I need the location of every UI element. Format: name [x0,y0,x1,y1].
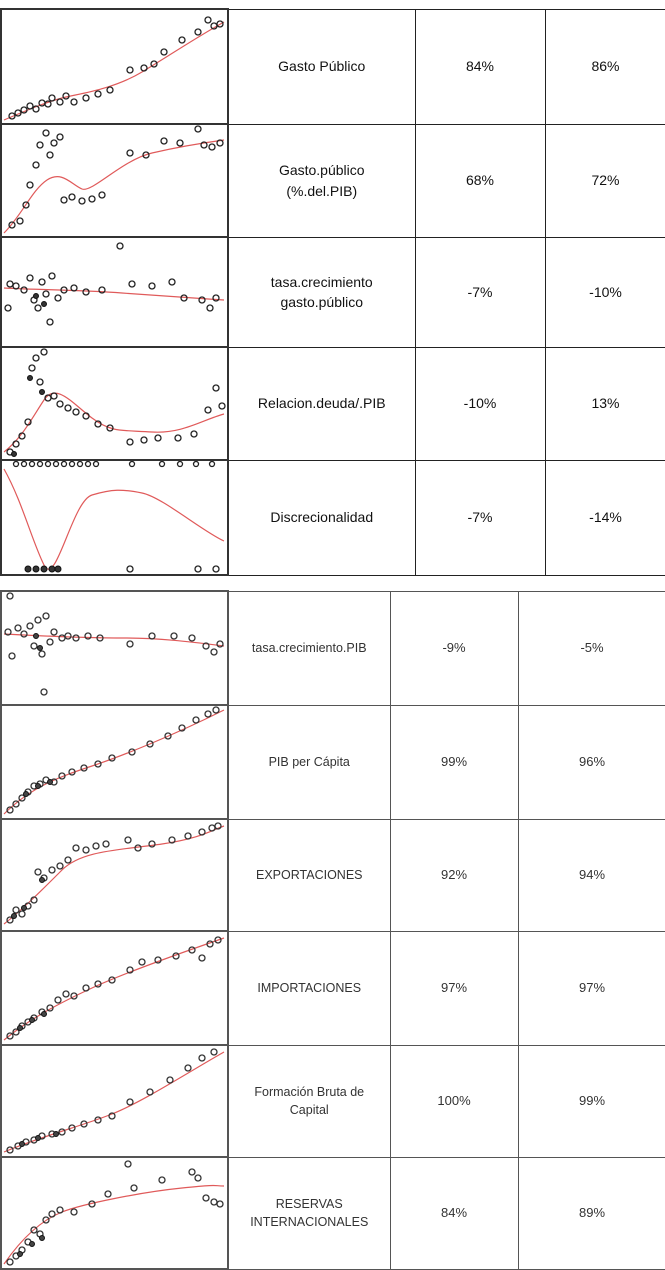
correlation-table-bottom: tasa.crecimiento.PIB -9% -5% PIB per Cáp… [0,590,665,1270]
table-row: Gasto.público (%.del.PIB) 68% 72% [0,123,665,238]
correlation-value-1: -10% [414,346,546,461]
scatter-plot-discrecionalidad [0,459,229,576]
scatter-plot-reservas [0,1156,229,1270]
table-row: RESERVAS INTERNACIONALES 84% 89% [0,1156,665,1270]
correlation-value-1: -9% [389,590,519,706]
correlation-value-2: 96% [517,704,665,820]
table-row: Relacion.deuda/.PIB -10% 13% [0,346,665,461]
variable-label: EXPORTACIONES [227,818,391,932]
scatter-plot-importaciones [0,930,229,1046]
scatter-plot-pib-per-capita [0,704,229,820]
correlation-value-2: 13% [544,346,665,461]
correlation-value-2: -10% [544,236,665,348]
correlation-value-1: -7% [414,236,546,348]
correlation-value-2: 97% [517,930,665,1046]
variable-label: Gasto Público [227,8,416,125]
correlation-value-1: -7% [414,459,546,576]
scatter-plot-gasto-pib [0,123,229,238]
variable-label: Relacion.deuda/.PIB [227,346,416,461]
correlation-value-2: -14% [544,459,665,576]
correlation-value-1: 100% [389,1044,519,1158]
table-row: Formación Bruta de Capital 100% 99% [0,1044,665,1158]
table-row: tasa.crecimiento.PIB -9% -5% [0,590,665,706]
table-row: tasa.crecimiento gasto.público -7% -10% [0,236,665,348]
correlation-value-1: 68% [414,123,546,238]
variable-label: tasa.crecimiento gasto.público [227,236,416,348]
correlation-value-2: 86% [544,8,665,125]
variable-label: IMPORTACIONES [227,930,391,1046]
correlation-value-2: 99% [517,1044,665,1158]
correlation-value-1: 84% [389,1156,519,1270]
correlation-value-1: 84% [414,8,546,125]
variable-label: tasa.crecimiento.PIB [227,590,391,706]
variable-label: RESERVAS INTERNACIONALES [227,1156,391,1270]
correlation-value-1: 92% [389,818,519,932]
table-row: PIB per Cápita 99% 96% [0,704,665,820]
variable-label: PIB per Cápita [227,704,391,820]
variable-label: Formación Bruta de Capital [227,1044,391,1158]
scatter-plot-crecimiento-gasto [0,236,229,348]
scatter-plot-deuda-pib [0,346,229,461]
table-row: Discrecionalidad -7% -14% [0,459,665,576]
scatter-plot-exportaciones [0,818,229,932]
variable-label: Discrecionalidad [227,459,416,576]
scatter-plot-gasto-publico [0,8,229,125]
variable-label: Gasto.público (%.del.PIB) [227,123,416,238]
correlation-value-2: 94% [517,818,665,932]
table-row: IMPORTACIONES 97% 97% [0,930,665,1046]
correlation-value-2: -5% [517,590,665,706]
scatter-plot-crecimiento-pib [0,590,229,706]
table-row: Gasto Público 84% 86% [0,8,665,125]
scatter-plot-formacion-bruta [0,1044,229,1158]
correlation-value-1: 97% [389,930,519,1046]
table-row: EXPORTACIONES 92% 94% [0,818,665,932]
correlation-value-1: 99% [389,704,519,820]
correlation-value-2: 72% [544,123,665,238]
correlation-table-top: Gasto Público 84% 86% Gasto.público (%.d… [0,8,665,576]
correlation-value-2: 89% [517,1156,665,1270]
